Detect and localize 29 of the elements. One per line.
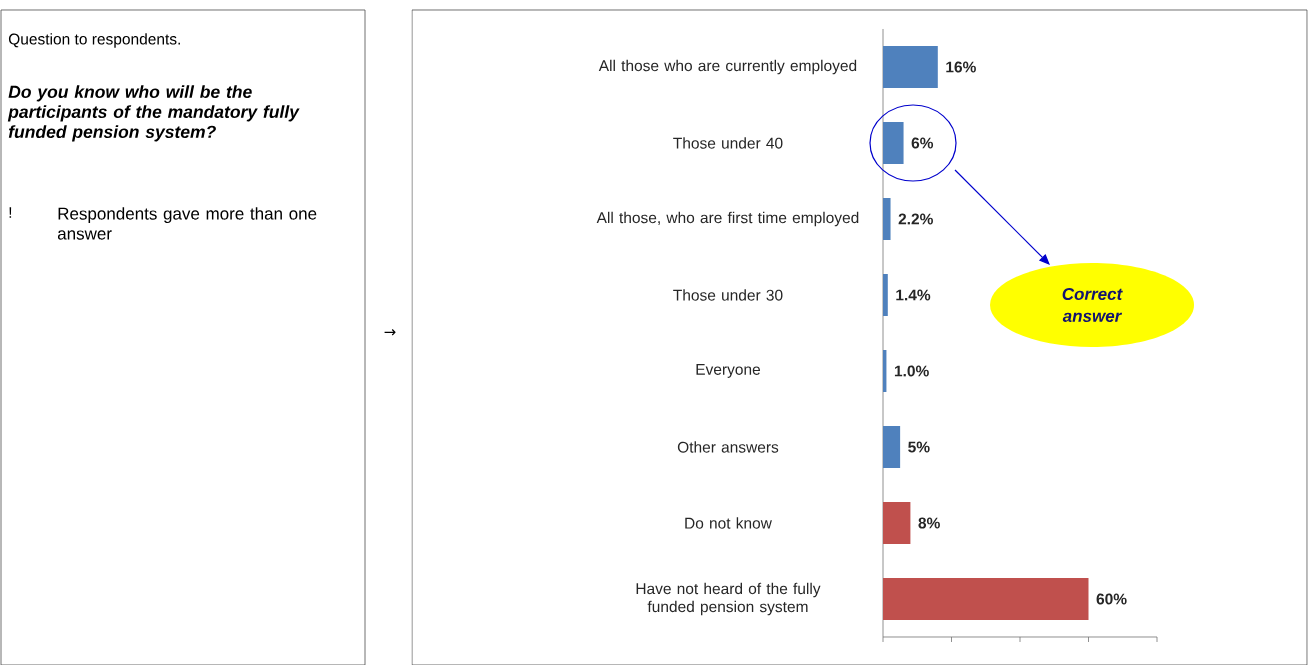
y-tick-label: Those under 30: [673, 289, 783, 301]
text: Question to respondents.: [8, 33, 180, 48]
data-label: 16%: [946, 61, 976, 73]
y-tick-label: Do not know: [685, 517, 772, 529]
data-label: 6%: [911, 137, 934, 149]
text: Do you know who will be the participants of the mandatory fully funded pension system?: [7, 84, 300, 142]
y-tick-label: Have not heard of the fully funded pension system: [636, 582, 821, 616]
y-tick-label: Other answers: [677, 441, 779, 453]
y-tick-label: All those, who are first time employed: [596, 211, 859, 227]
bar: [883, 425, 901, 468]
text: →: [384, 328, 396, 336]
data-label: 1.0%: [894, 365, 929, 377]
y-tick-label: Everyone: [696, 363, 761, 378]
bar: [883, 273, 888, 316]
bar: [883, 197, 891, 240]
text: Respondents gave more than one answer: [57, 207, 317, 240]
y-tick-label: Those under 40: [673, 137, 783, 149]
bar: [883, 501, 911, 544]
bar: [883, 45, 938, 88]
annotation: Correct answer: [1062, 287, 1123, 322]
data-label: 60%: [1096, 593, 1127, 605]
y-tick-label: All those who are currently employed: [598, 59, 857, 75]
bar: [883, 577, 1089, 620]
data-label: 2.2%: [898, 213, 933, 225]
text: !: [9, 207, 12, 218]
bar: [883, 121, 904, 164]
data-label: 8%: [918, 517, 940, 529]
data-label: 5%: [908, 441, 930, 453]
data-label: 1.4%: [896, 289, 931, 301]
